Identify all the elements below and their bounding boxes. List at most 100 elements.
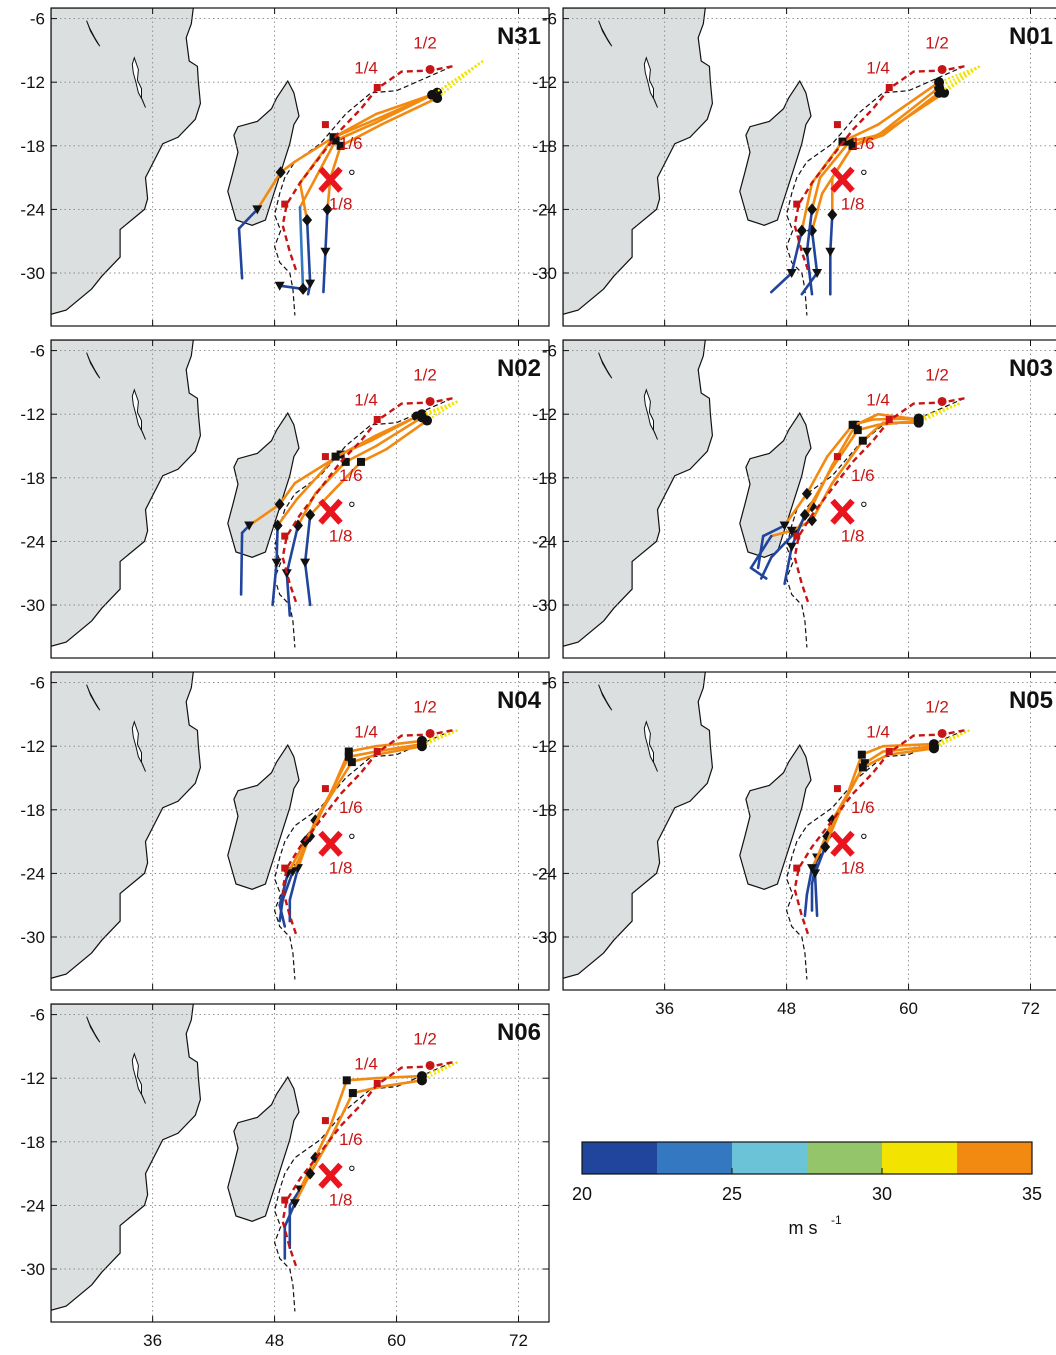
reference-track-black xyxy=(273,65,453,316)
y-tick-label: -18 xyxy=(532,801,557,820)
x-tick-label: 36 xyxy=(143,1331,162,1350)
storm-track-segment xyxy=(756,534,765,570)
fraction-point xyxy=(885,416,893,423)
fraction-point xyxy=(425,1060,435,1070)
track-marker-square xyxy=(853,426,862,435)
y-tick-label: -6 xyxy=(30,10,45,29)
reference-track-red xyxy=(281,729,453,938)
storm-track-segment xyxy=(818,140,851,179)
track-marker-square xyxy=(845,137,854,146)
storm-track-segment xyxy=(298,206,305,291)
storm-track-segment xyxy=(769,271,794,294)
y-tick-label: -18 xyxy=(20,469,45,488)
africa-landmass xyxy=(51,1004,202,1322)
y-tick-label: -6 xyxy=(30,1006,45,1025)
fraction-label: 1/6 xyxy=(851,466,875,485)
track-marker-diamond xyxy=(796,224,807,237)
storm-track-segment xyxy=(783,492,809,527)
colorbar-swatch xyxy=(882,1142,958,1174)
y-tick-label: -30 xyxy=(20,264,45,283)
track-marker-square xyxy=(848,141,857,150)
track-marker-triangle xyxy=(807,864,817,874)
fraction-point xyxy=(793,200,801,208)
track-marker-circle xyxy=(928,743,939,754)
fraction-point xyxy=(425,64,435,74)
storm-track-segment xyxy=(271,561,278,607)
track-marker-square xyxy=(331,136,340,145)
center-x-mark xyxy=(830,166,855,193)
y-tick-label: -30 xyxy=(20,596,45,615)
storm-track-segment xyxy=(359,447,388,464)
y-tick-label: -18 xyxy=(20,801,45,820)
x-tick-label: 72 xyxy=(1021,999,1040,1018)
lake-outline xyxy=(86,684,101,711)
fraction-point xyxy=(373,1080,381,1087)
storm-track-segment xyxy=(276,497,299,527)
track-marker-triangle xyxy=(252,205,263,215)
panel-label: N03 xyxy=(1009,355,1053,382)
storm-track-segment xyxy=(303,561,312,607)
y-tick-label: -12 xyxy=(20,1069,45,1088)
africa-landmass xyxy=(563,8,714,326)
map-panel-n05: 1/2 1/4 1/6 1/8 N05 -6 -12 -18 -24 -30 36 48 60 72 xyxy=(532,671,1056,1018)
madagascar-landmass xyxy=(227,1075,300,1222)
storm-track-segment xyxy=(369,414,419,443)
track-marker-circle xyxy=(416,1075,427,1086)
storm-track-segment xyxy=(237,227,244,280)
storm-track-segment xyxy=(385,419,429,451)
storm-track-segment xyxy=(329,460,363,496)
lake-outline xyxy=(131,56,146,108)
storm-track-segment xyxy=(247,502,282,527)
colorbar: 20 25 30 35 m s -1 xyxy=(572,1141,1042,1238)
storm-track-segment xyxy=(283,1202,297,1228)
storm-track-segment xyxy=(345,1076,378,1082)
storm-track-segment xyxy=(820,144,855,195)
colorbar-tick-label: 30 xyxy=(872,1184,892,1204)
y-tick-label: -18 xyxy=(532,469,557,488)
x-tick-label: 72 xyxy=(509,1331,528,1350)
track-marker-circle xyxy=(432,93,443,104)
track-marker-square xyxy=(857,750,866,759)
y-tick-label: -18 xyxy=(20,1133,45,1152)
track-marker-diamond xyxy=(302,214,313,226)
reference-track-red xyxy=(793,729,965,938)
storm-track-segment xyxy=(426,400,459,422)
panel-frame xyxy=(562,671,1056,991)
y-tick-label: -12 xyxy=(532,405,557,424)
panel-plot-area: 1/2 1/4 1/6 1/8 xyxy=(563,340,1056,658)
y-tick-label: -6 xyxy=(542,674,557,693)
colorbar-swatch xyxy=(732,1142,808,1174)
fraction-label: 1/2 xyxy=(925,33,949,52)
track-marker-diamond xyxy=(275,166,286,179)
y-tick-label: -12 xyxy=(20,405,45,424)
panel-label: N05 xyxy=(1009,687,1053,714)
panel-plot-area: 1/2 1/4 1/6 1/8 xyxy=(51,1004,549,1322)
track-marker-square xyxy=(848,420,857,429)
fraction-label: 1/6 xyxy=(851,134,875,153)
fraction-point xyxy=(425,396,435,406)
track-marker-diamond xyxy=(799,508,810,521)
lake-outline xyxy=(86,1016,101,1043)
lake-outline xyxy=(86,20,101,47)
colorbar-frame xyxy=(581,1141,1033,1175)
lake-outline xyxy=(598,684,613,711)
fraction-point xyxy=(281,532,289,540)
lake-outline xyxy=(86,352,101,379)
fraction-label: 1/2 xyxy=(413,1029,437,1048)
fraction-label: 1/2 xyxy=(925,365,949,384)
storm-track-segment xyxy=(278,872,290,907)
y-tick-label: -24 xyxy=(20,1196,45,1215)
panel-label: N02 xyxy=(497,355,541,382)
storm-track-segment xyxy=(329,1079,349,1128)
storm-track-segment xyxy=(790,513,807,549)
madagascar-landmass xyxy=(227,411,300,558)
fraction-label: 1/4 xyxy=(354,59,378,78)
fraction-point xyxy=(281,200,289,208)
storm-track-segment xyxy=(933,729,970,748)
storm-track-segment xyxy=(278,903,287,928)
track-marker-square xyxy=(860,759,869,768)
fraction-label: 1/4 xyxy=(866,723,890,742)
panel-frame xyxy=(562,7,1056,327)
track-marker-square xyxy=(341,457,350,466)
fraction-label: 1/2 xyxy=(413,697,437,716)
